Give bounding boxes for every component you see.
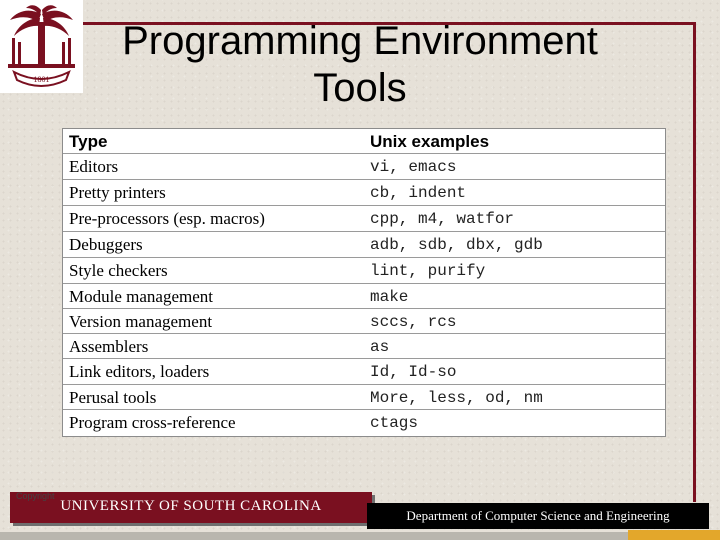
- bottom-accent: [628, 530, 720, 540]
- bottom-bar: [0, 532, 720, 540]
- row-type: Editors: [69, 157, 119, 176]
- frame-line-right: [693, 22, 696, 502]
- row-unix: as: [370, 338, 390, 356]
- row-unix: vi, emacs: [370, 158, 457, 176]
- table-row: Module management make: [63, 283, 665, 310]
- table-row: Style checkers lint, purify: [63, 257, 665, 284]
- header-unix-examples: Unix examples: [370, 132, 490, 151]
- university-logo: 1801: [0, 0, 83, 93]
- slide-title: Programming Environment Tools: [90, 18, 630, 112]
- seal-year: 1801: [34, 75, 50, 84]
- department-banner: Department of Computer Science and Engin…: [367, 503, 709, 529]
- row-type: Perusal tools: [69, 388, 157, 407]
- university-name: UNIVERSITY OF SOUTH CAROLINA: [60, 498, 322, 514]
- tools-table: Type Unix examples Editors vi, emacs Pre…: [62, 128, 666, 437]
- row-unix: cb, indent: [370, 184, 467, 202]
- department-name: Department of Computer Science and Engin…: [406, 508, 670, 523]
- table-row: Pretty printers cb, indent: [63, 179, 665, 206]
- row-type: Version management: [69, 312, 213, 331]
- table-row: Debuggers adb, sdb, dbx, gdb: [63, 231, 665, 258]
- table-row: Pre-processors (esp. macros) cpp, m4, wa…: [63, 205, 665, 232]
- header-type: Type: [69, 132, 108, 151]
- table-row: Editors vi, emacs: [63, 153, 665, 180]
- row-type: Style checkers: [69, 261, 168, 280]
- row-type: Link editors, loaders: [69, 362, 210, 381]
- row-unix: lint, purify: [370, 262, 486, 280]
- table-row: Version management sccs, rcs: [63, 308, 665, 335]
- row-type: Program cross-reference: [69, 413, 236, 432]
- row-type: Assemblers: [69, 337, 149, 356]
- row-unix: make: [370, 288, 409, 306]
- table-row: Assemblers as: [63, 333, 665, 360]
- table-row: Program cross-reference ctags: [63, 409, 665, 436]
- row-unix: ctags: [370, 414, 419, 432]
- university-seal-icon: 1801: [8, 5, 75, 87]
- table-row: Link editors, loaders Id, Id-so: [63, 358, 665, 385]
- title-line-1: Programming Environment: [122, 19, 598, 63]
- row-unix: More, less, od, nm: [370, 389, 543, 407]
- title-line-2: Tools: [313, 66, 407, 110]
- copyright-note: Copyright: [16, 491, 55, 501]
- row-type: Debuggers: [69, 235, 143, 254]
- table-row: Perusal tools More, less, od, nm: [63, 384, 665, 411]
- row-unix: adb, sdb, dbx, gdb: [370, 236, 543, 254]
- university-banner: UNIVERSITY OF SOUTH CAROLINA: [10, 492, 372, 523]
- row-type: Module management: [69, 287, 213, 306]
- frame-line-top: [60, 22, 696, 25]
- table-header-row: Type Unix examples: [63, 129, 665, 155]
- row-type: Pretty printers: [69, 183, 166, 202]
- row-unix: cpp, m4, watfor: [370, 210, 515, 228]
- row-unix: Id, Id-so: [370, 363, 457, 381]
- row-unix: sccs, rcs: [370, 313, 457, 331]
- row-type: Pre-processors (esp. macros): [69, 209, 265, 228]
